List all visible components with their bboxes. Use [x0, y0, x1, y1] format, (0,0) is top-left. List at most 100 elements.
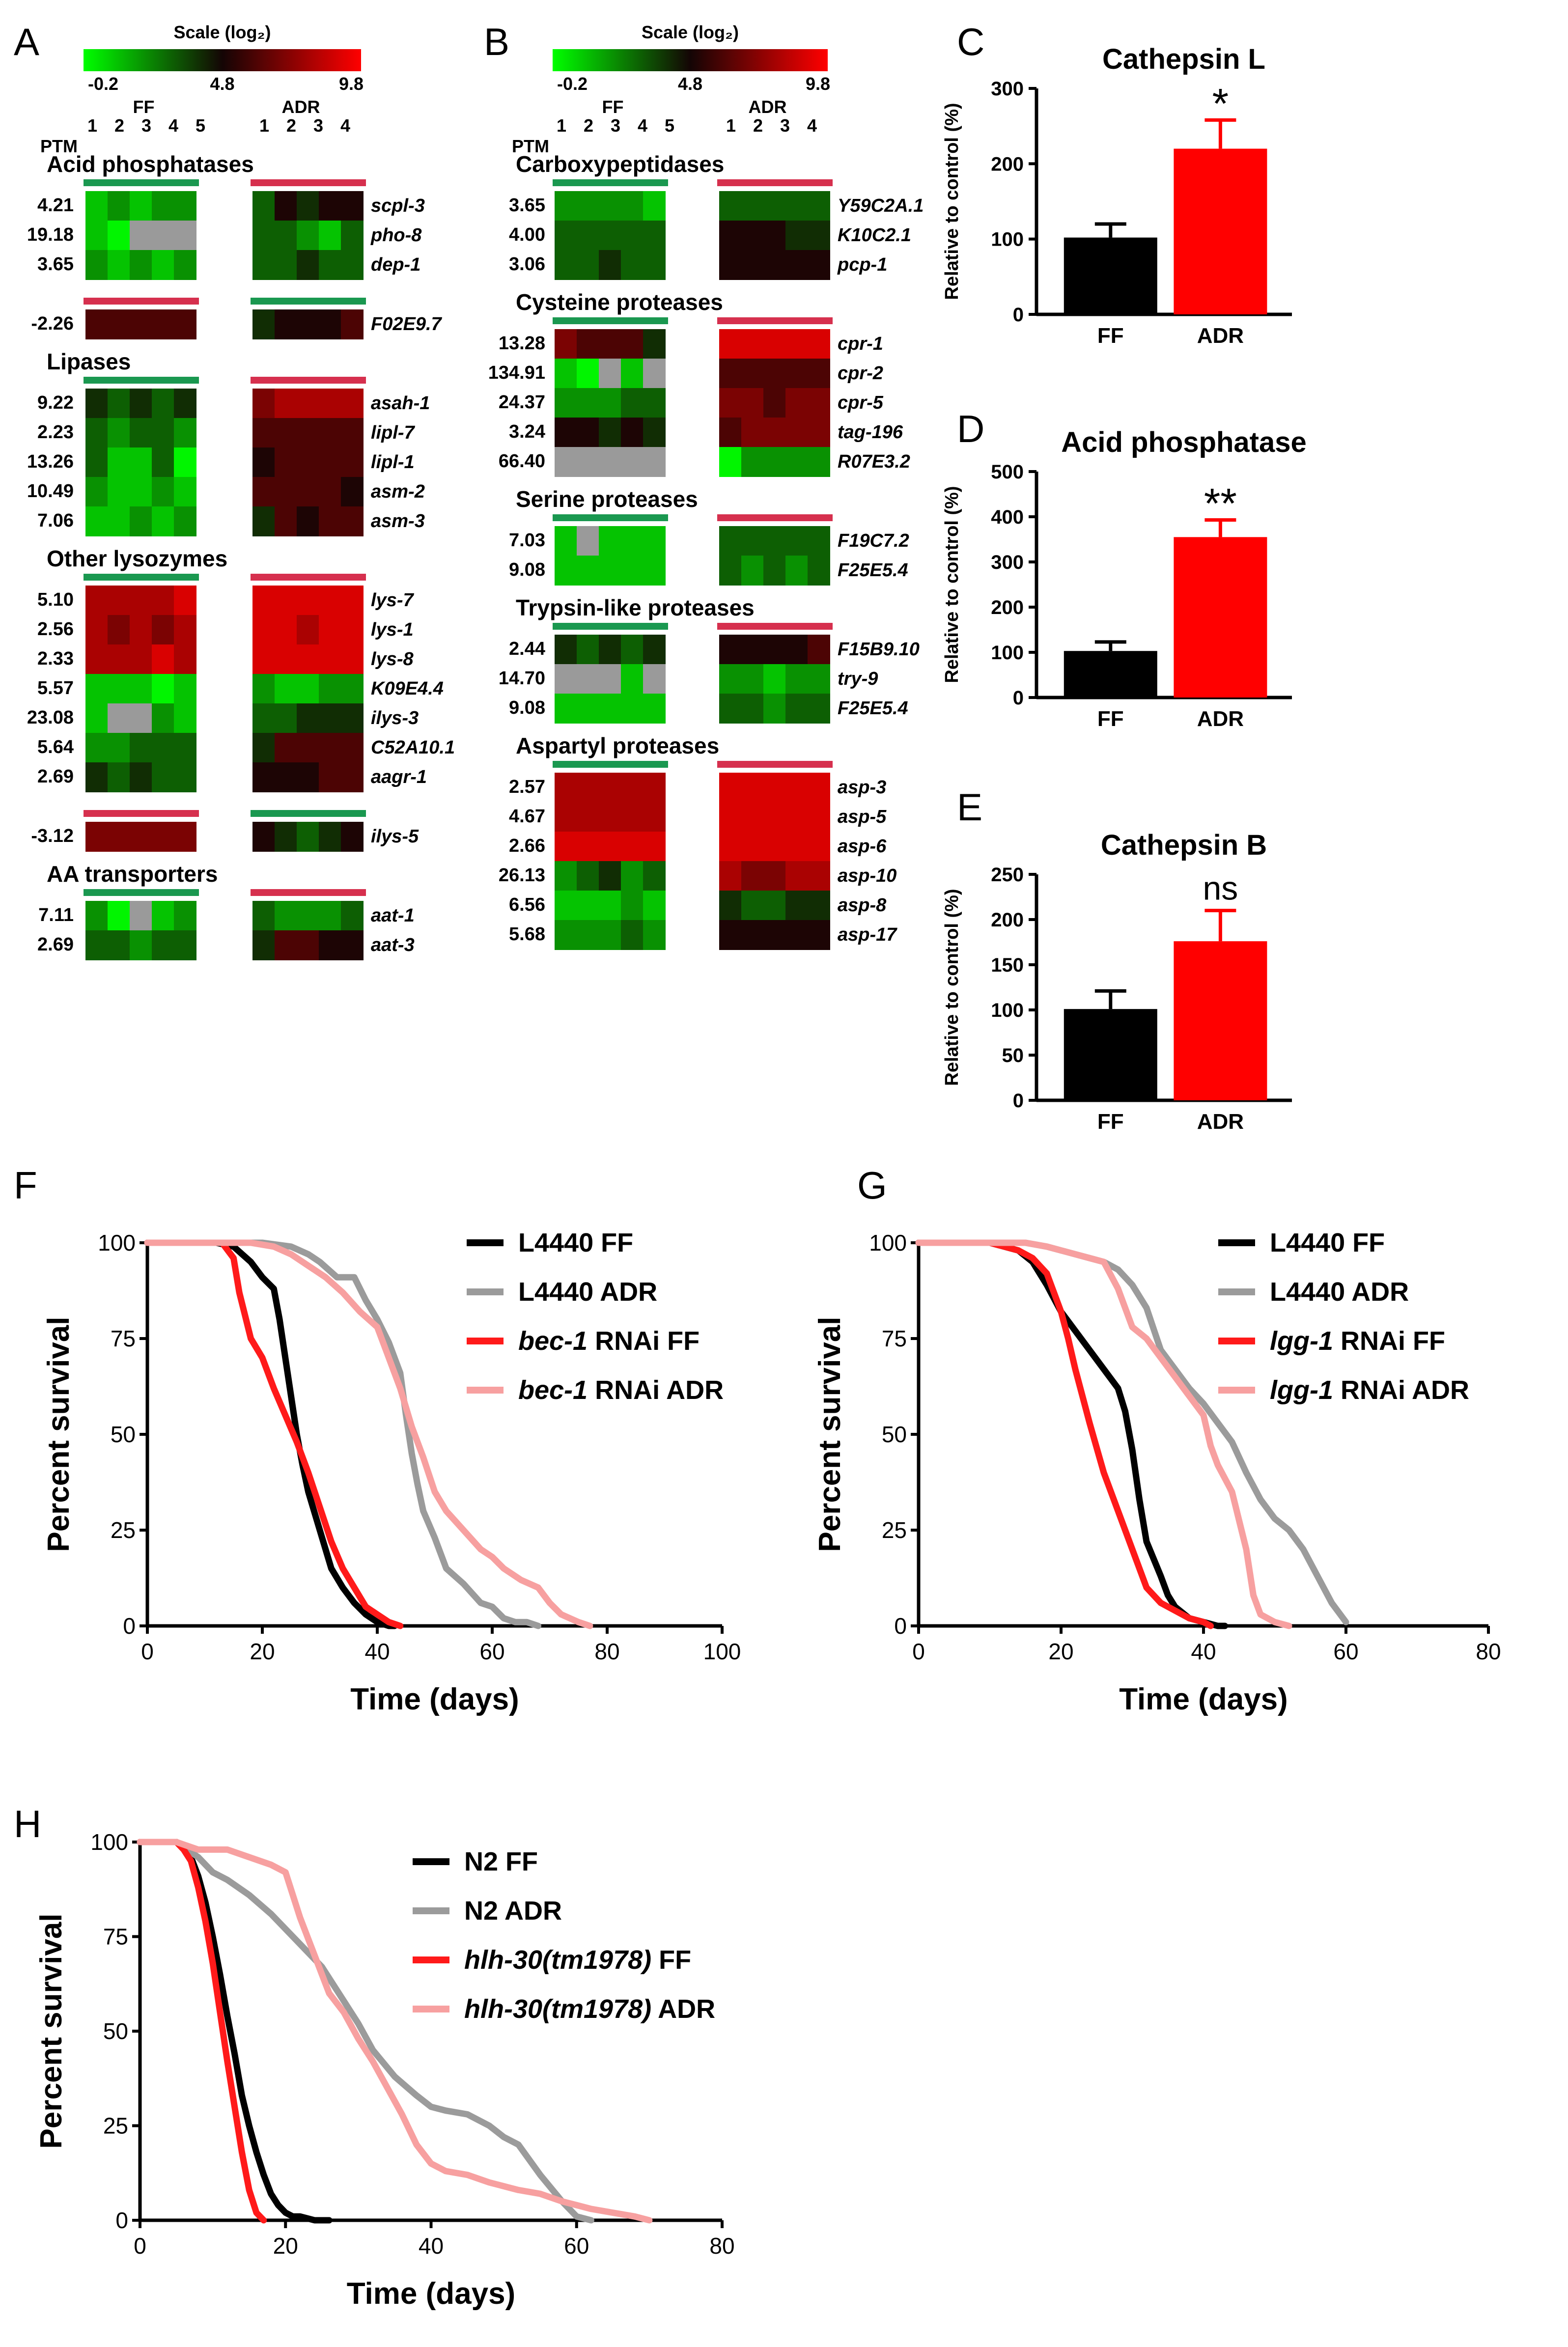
- heatmap-cell: [577, 694, 599, 724]
- gene-label: aat-3: [371, 935, 415, 955]
- heatmap-cell: [741, 191, 764, 221]
- bar-chart-title: Cathepsin L: [1102, 43, 1265, 75]
- heatmap-cell: [599, 861, 621, 891]
- heatmap-cell: [577, 832, 599, 862]
- heatmap-cell: [341, 644, 364, 674]
- heatmap-cell: [275, 447, 297, 477]
- heatmap-cell: [763, 556, 786, 586]
- ptm-value: 5.64: [37, 737, 74, 757]
- section-title: Cysteine proteases: [516, 289, 723, 315]
- legend-label: L4440 FF: [518, 1228, 633, 1257]
- gene-label: asm-3: [371, 511, 425, 531]
- heatmap-cell: [621, 250, 644, 280]
- significance-marker: **: [1204, 480, 1237, 527]
- heatmap-cell: [85, 447, 108, 477]
- heatmap-cell: [643, 388, 666, 418]
- heatmap-cell: [577, 418, 599, 447]
- heatmap-cell: [152, 250, 174, 280]
- y-tick-label: 0: [894, 1613, 907, 1639]
- heatmap-cell: [85, 901, 108, 931]
- adr-group-bar: [251, 889, 366, 896]
- x-category-label: FF: [1097, 707, 1124, 731]
- heatmap-cell: [152, 309, 174, 339]
- heatmap-cell: [599, 250, 621, 280]
- heatmap-cell: [152, 703, 174, 733]
- heatmap-cell: [252, 389, 275, 419]
- heatmap-cell: [319, 506, 341, 536]
- survival-curve: [144, 1239, 593, 1629]
- gene-label: F25E5.4: [838, 698, 908, 719]
- heatmap-cell: [319, 901, 341, 931]
- ptm-value: 2.66: [509, 836, 545, 856]
- heatmap-cell: [252, 586, 275, 615]
- adr-column-number: 2: [286, 115, 296, 136]
- heatmap-cell: [741, 388, 764, 418]
- heatmap-cell: [152, 762, 174, 792]
- y-axis-label: Percent survival: [813, 1316, 847, 1552]
- x-axis-label: Time (days): [347, 2277, 515, 2311]
- x-tick-label: 100: [703, 1639, 741, 1664]
- heatmap-cell: [741, 556, 764, 586]
- y-axis-label: Relative to control (%): [942, 889, 962, 1086]
- x-tick-label: 40: [1191, 1639, 1216, 1664]
- heatmap-cell: [319, 191, 341, 221]
- heatmap-cell: [130, 703, 152, 733]
- y-tick-label: 100: [90, 1829, 128, 1855]
- heatmap-cell: [577, 359, 599, 389]
- scale-bar: [84, 49, 361, 71]
- heatmap-cell: [341, 447, 364, 477]
- heatmap-cell: [252, 221, 275, 251]
- heatmap-cell: [275, 674, 297, 704]
- x-tick-label: 60: [479, 1639, 504, 1664]
- heatmap-cell: [577, 920, 599, 950]
- heatmap-cell: [621, 664, 644, 694]
- heatmap-cell: [130, 447, 152, 477]
- heatmap-cell: [319, 586, 341, 615]
- heatmap-cell: [741, 664, 764, 694]
- heatmap-cell: [252, 674, 275, 704]
- scale-tick-mid: 4.8: [678, 74, 702, 94]
- heatmap-cell: [599, 920, 621, 950]
- heatmap-cell: [785, 359, 808, 389]
- ptm-value: 2.57: [509, 777, 545, 797]
- heatmap-cell: [643, 802, 666, 832]
- heatmap-cell: [555, 359, 577, 389]
- heatmap-cell: [152, 733, 174, 763]
- heatmap-cell: [808, 635, 830, 665]
- heatmap-cell: [555, 832, 577, 862]
- heatmap-cell: [297, 250, 319, 280]
- heatmap-cell: [174, 762, 196, 792]
- heatmap-cell: [319, 389, 341, 419]
- heatmap-cell: [85, 586, 108, 615]
- ptm-value: 4.00: [509, 224, 545, 245]
- heatmap-cell: [108, 930, 130, 960]
- heatmap-cell: [621, 359, 644, 389]
- gene-label: asp-17: [838, 924, 897, 945]
- heatmap-cell: [599, 191, 621, 221]
- ff-group-bar: [84, 179, 199, 186]
- gene-label: cpr-1: [838, 334, 883, 354]
- heatmap-cell: [108, 703, 130, 733]
- heatmap-cell: [555, 664, 577, 694]
- heatmap-cell: [319, 615, 341, 645]
- y-axis-label: Percent survival: [42, 1316, 76, 1552]
- heatmap-cell: [621, 556, 644, 586]
- y-axis-label: Relative to control (%): [942, 103, 962, 300]
- y-tick-label: 25: [882, 1517, 907, 1543]
- heatmap-cell: [275, 418, 297, 448]
- ff-column-number: 4: [168, 115, 178, 136]
- gene-label: ilys-3: [371, 708, 419, 728]
- heatmap-cell: [763, 221, 786, 251]
- gene-label: F19C7.2: [838, 531, 909, 551]
- bar: [1064, 237, 1157, 314]
- legend-label: L4440 FF: [1270, 1228, 1385, 1257]
- ptm-value: 66.40: [499, 451, 545, 472]
- heatmap-cell: [130, 644, 152, 674]
- adr-group-bar: [717, 514, 833, 521]
- gene-label: lipl-7: [371, 422, 416, 443]
- heatmap-cell: [252, 703, 275, 733]
- gene-label: lipl-1: [371, 452, 415, 473]
- adr-column-number: 2: [753, 115, 763, 136]
